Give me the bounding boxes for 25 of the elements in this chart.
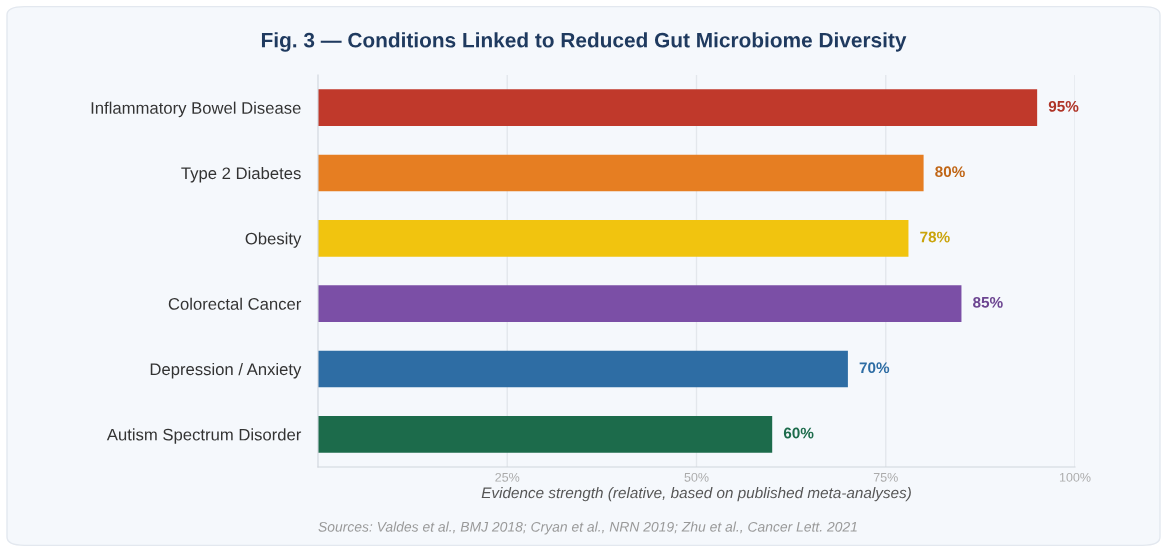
bar <box>318 416 773 453</box>
data-label: 95% <box>1048 100 1079 112</box>
x-tick-label: 100% <box>1059 472 1091 482</box>
y-tick-label: Type 2 Diabetes <box>181 166 301 183</box>
data-label: 85% <box>973 296 1003 308</box>
x-tick-label: 75% <box>873 472 898 482</box>
bar <box>318 285 962 322</box>
data-label: 80% <box>935 166 965 178</box>
data-label: 70% <box>859 362 890 374</box>
y-tick-label: Inflammatory Bowel Disease <box>91 101 301 118</box>
x-axis-title: Evidence strength (relative, based on published meta-analyses) <box>481 486 911 502</box>
y-tick-label: Obesity <box>245 232 302 248</box>
bar <box>318 350 848 388</box>
x-tick-label: 25% <box>495 472 520 482</box>
y-tick-label: Depression / Anxiety <box>150 362 302 379</box>
data-label: 60% <box>783 427 814 439</box>
bar <box>318 154 924 192</box>
bar <box>318 89 1038 126</box>
source-note: Sources: Valdes et al., BMJ 2018; Cryan et al., NRN 2019; Zhu et al., Cancer Lett. 2021 <box>318 521 857 535</box>
data-label: 78% <box>920 231 950 243</box>
y-tick-label: Autism Spectrum Disorder <box>106 428 302 444</box>
x-tick-label: 50% <box>684 472 709 482</box>
bar <box>318 220 909 257</box>
chart-title: Fig. 3 — Conditions Linked to Reduced Gut Microbiome Diversity <box>261 32 907 52</box>
y-tick-label: Colorectal Cancer <box>168 297 302 310</box>
